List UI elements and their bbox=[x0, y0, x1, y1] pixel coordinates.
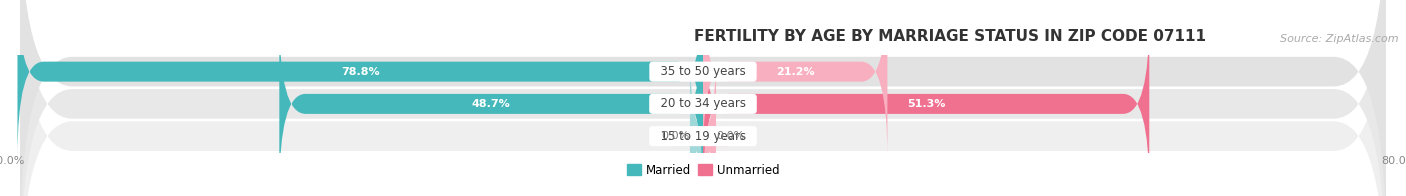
Text: 51.3%: 51.3% bbox=[907, 99, 945, 109]
FancyBboxPatch shape bbox=[703, 17, 1149, 191]
FancyBboxPatch shape bbox=[703, 0, 887, 158]
Text: Source: ZipAtlas.com: Source: ZipAtlas.com bbox=[1281, 34, 1399, 44]
FancyBboxPatch shape bbox=[17, 0, 703, 158]
Text: FERTILITY BY AGE BY MARRIAGE STATUS IN ZIP CODE 07111: FERTILITY BY AGE BY MARRIAGE STATUS IN Z… bbox=[695, 29, 1206, 44]
Text: 15 to 19 years: 15 to 19 years bbox=[652, 130, 754, 143]
Legend: Married, Unmarried: Married, Unmarried bbox=[621, 159, 785, 181]
Text: 0.0%: 0.0% bbox=[716, 131, 744, 141]
Text: 78.8%: 78.8% bbox=[340, 67, 380, 77]
FancyBboxPatch shape bbox=[676, 49, 716, 196]
FancyBboxPatch shape bbox=[690, 49, 730, 196]
Text: 48.7%: 48.7% bbox=[472, 99, 510, 109]
Text: 21.2%: 21.2% bbox=[776, 67, 814, 77]
Text: 20 to 34 years: 20 to 34 years bbox=[652, 97, 754, 110]
Text: 0.0%: 0.0% bbox=[662, 131, 690, 141]
FancyBboxPatch shape bbox=[20, 0, 1386, 196]
FancyBboxPatch shape bbox=[280, 17, 703, 191]
FancyBboxPatch shape bbox=[20, 0, 1386, 196]
Text: 35 to 50 years: 35 to 50 years bbox=[652, 65, 754, 78]
FancyBboxPatch shape bbox=[20, 0, 1386, 196]
